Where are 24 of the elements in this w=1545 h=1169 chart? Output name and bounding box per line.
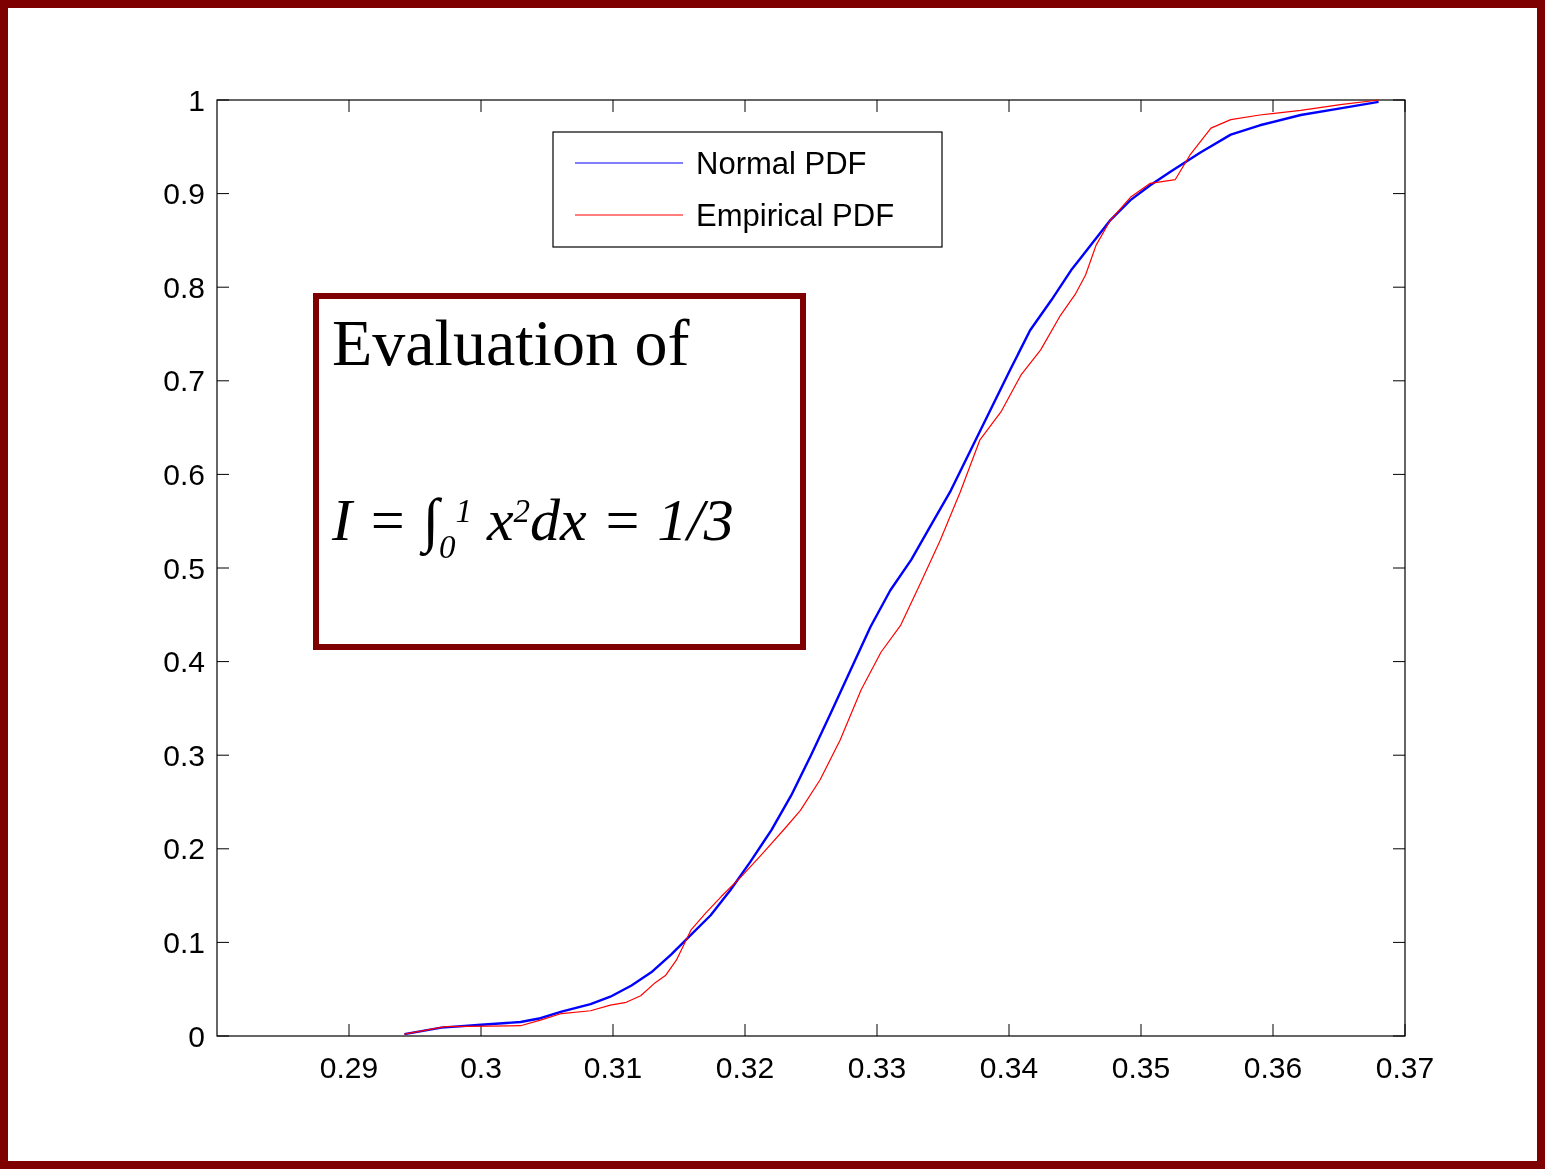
annotation: Evaluation of xyxy=(332,306,690,379)
x-tick-label: 0.36 xyxy=(1243,1051,1303,1084)
y-tick-label: 0.6 xyxy=(163,457,205,491)
y-tick-label: 0.7 xyxy=(163,364,205,398)
x-tick-label: 0.35 xyxy=(1111,1051,1171,1084)
x-tick-label: 0.34 xyxy=(979,1051,1039,1084)
annotation: I = ∫$_{0}$$^{1}$ x$^{2}$dx = 1/3 xyxy=(331,487,734,565)
x-tick-label: 0.32 xyxy=(715,1051,775,1084)
y-tick-label: 0.2 xyxy=(163,832,205,866)
y-tick-label: 0.8 xyxy=(163,270,205,304)
legend-label: Normal PDF xyxy=(696,145,867,181)
legend-label: Empirical PDF xyxy=(696,197,895,233)
y-tick-label: 1 xyxy=(188,83,205,117)
x-tick-label: 0.3 xyxy=(460,1051,502,1084)
y-tick-label: 0.4 xyxy=(163,645,205,679)
x-tick-label: 0.31 xyxy=(583,1051,643,1084)
x-tick-label: 0.29 xyxy=(319,1051,379,1084)
x-tick-label: 0.37 xyxy=(1375,1051,1435,1084)
x-tick-label: 0.33 xyxy=(847,1051,907,1084)
y-tick-label: 0.9 xyxy=(163,177,205,211)
y-tick-label: 0.1 xyxy=(163,925,205,959)
y-tick-label: 0.3 xyxy=(163,738,205,772)
y-tick-label: 0 xyxy=(188,1019,205,1053)
y-tick-label: 0.5 xyxy=(163,551,205,585)
